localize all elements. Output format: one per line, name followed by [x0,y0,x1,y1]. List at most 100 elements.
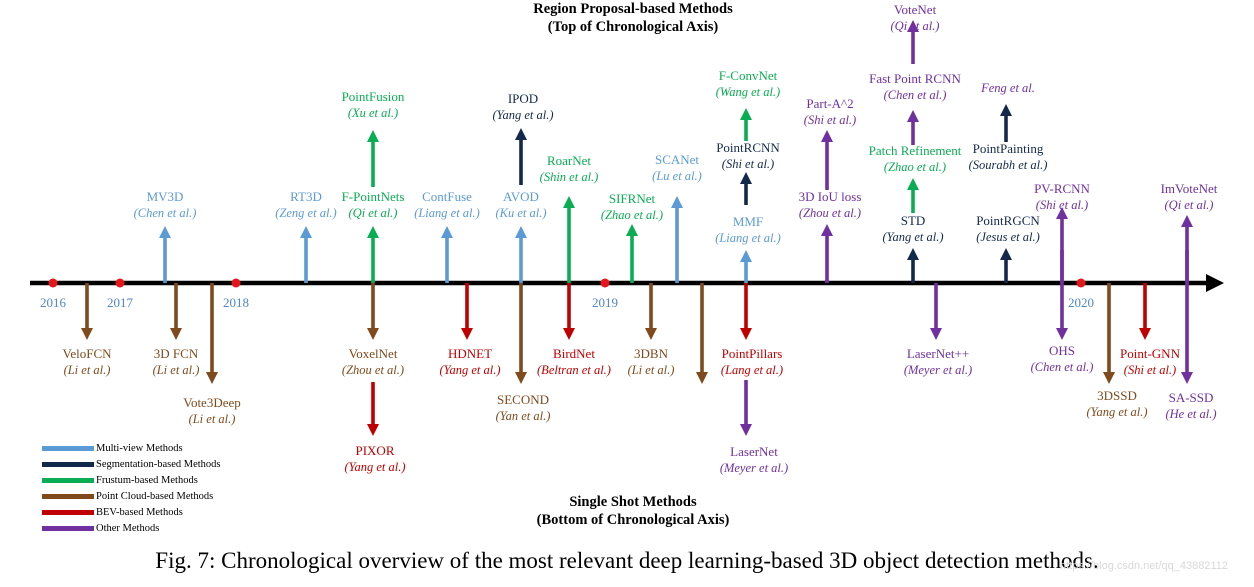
method-name: ImVoteNet [1161,181,1218,196]
year-marker-2020 [1076,278,1086,288]
method-citation: (Chen et al.) [134,206,197,220]
arrow-head [367,424,379,436]
arrow-head [696,372,708,384]
top-method-pv-rcnn: PV-RCNN (Shi et al.) [1034,181,1091,283]
bottom-method-ohs: OHS (Chen et al.) [1031,250,1094,374]
legend-label: Multi-view Methods [96,442,183,454]
legend-label: Segmentation-based Methods [96,458,221,470]
method-name: 3DBN [634,346,669,361]
method-citation: (Yang et al.) [1087,405,1148,419]
top-method-f-pointnets: F-PointNets (Qi et al.) [342,189,405,283]
method-citation: (Jesus et al.) [976,230,1040,244]
method-citation: (Yan et al.) [496,409,551,423]
method-name: VoxelNet [349,346,398,361]
arrow-head [1103,372,1115,384]
year-marker-2018 [231,278,241,288]
method-name: SCANet [655,152,699,167]
method-name: F-ConvNet [719,68,778,83]
bottom-method-hdnet: HDNET (Yang et al.) [440,283,501,377]
arrow-head [1181,215,1193,227]
method-citation: (Lang et al.) [721,363,783,377]
year-label-2018: 2018 [223,295,249,310]
method-citation: (Beltran et al.) [537,363,611,377]
top-method-pointrcnn: PointRCNN (Shi et al.) [716,140,780,205]
bottom-method-pointpillars: PointPillars (Lang et al.) [721,283,783,377]
arrow-head [907,178,919,190]
legend-item-segmentation: Segmentation-based Methods [42,456,221,472]
method-citation: (Wang et al.) [716,85,780,99]
top-header-title: Region Proposal-based Methods [533,1,733,17]
method-citation: (Meyer et al.) [904,363,972,377]
method-name: Fast Point RCNN [869,71,961,86]
top-header-subtitle: (Top of Chronological Axis) [547,19,719,35]
top-method-patch-refinement: Patch Refinement (Zhao et al.) [869,143,962,213]
legend-item-bev: BEV-based Methods [42,504,221,520]
method-citation: (Li et al.) [153,363,200,377]
top-method-imvotenet: ImVoteNet (Qi et al.) [1161,181,1218,283]
legend-label: Other Methods [96,522,160,534]
arrow-head [441,226,453,238]
method-name: VoteNet [894,2,937,17]
legend-swatch [42,509,94,515]
method-citation: Feng et al. [980,81,1035,95]
top-method-pointpainting: PointPainting (Sourabh et al.) [969,104,1047,172]
method-citation: (Shin et al.) [540,170,599,184]
legend-item-pointcloud: Point Cloud-based Methods [42,488,221,504]
bottom-method-birdnet: BirdNet (Beltran et al.) [537,283,611,377]
method-citation: (Yang et al.) [440,363,501,377]
method-citation: (Lu et al.) [652,169,702,183]
method-name: RT3D [290,189,322,204]
bottom-method-velofcn: VeloFCN (Li et al.) [62,283,112,377]
watermark: https://blog.csdn.net/qq_43882112 [1060,560,1228,572]
method-name: Part-A^2 [806,96,853,111]
method-name: F-PointNets [342,189,405,204]
arrow-head [81,328,93,340]
bottom-method-lasernet: LaserNet (Meyer et al.) [720,380,788,475]
top-method-fast-point-rcnn: Fast Point RCNN (Chen et al.) [869,71,961,145]
bottom-method-voxelnet: VoxelNet (Zhou et al.) [342,283,404,377]
bottom-header: Single Shot Methods (Bottom of Chronolog… [450,493,816,529]
method-name: BirdNet [553,346,595,361]
method-name: LaserNet++ [907,346,969,361]
arrow-head [740,250,752,262]
method-citation: (Chen et al.) [884,88,947,102]
method-citation: (Meyer et al.) [720,461,788,475]
arrow-head [821,224,833,236]
year-label-2019: 2019 [592,295,618,310]
top-method-feng-et-al: Feng et al. [980,81,1035,95]
arrow-head [1056,328,1068,340]
year-label-2016: 2016 [40,295,67,310]
method-name: PV-RCNN [1034,181,1090,196]
method-citation: (Shi et al.) [804,113,856,127]
year-label-2020: 2020 [1068,295,1094,310]
top-method-mmf: MMF (Liang et al.) [715,214,781,283]
method-name: PIXOR [355,443,394,458]
arrow-head [461,328,473,340]
top-method-ipod: IPOD (Yang et al.) [493,91,554,185]
arrow-head [1000,248,1012,260]
top-header: Region Proposal-based Methods (Top of Ch… [450,0,816,36]
legend-swatch [42,525,94,531]
arrow-head [740,328,752,340]
method-name: SIFRNet [609,191,656,206]
method-citation: (Chen et al.) [1031,360,1094,374]
method-name: Point-GNN [1120,346,1181,361]
method-citation: (Yang et al.) [493,108,554,122]
method-name: LaserNet [730,444,778,459]
arrow-head [1181,372,1193,384]
method-name: 3D FCN [154,346,199,361]
top-method-part-a-2: Part-A^2 (Shi et al.) [804,96,856,190]
figure-caption: Fig. 7: Chronological overview of the mo… [155,548,1099,573]
arrow-head [740,172,752,184]
method-citation: (Xu et al.) [348,106,398,120]
arrow-head [1139,328,1151,340]
method-name: Patch Refinement [869,143,962,158]
top-method-scanet: SCANet (Lu et al.) [652,152,702,283]
bottom-header-subtitle: (Bottom of Chronological Axis) [536,512,730,528]
top-method-3d-iou-loss: 3D IoU loss (Zhou et al.) [799,189,861,283]
arrow-head [159,226,171,238]
bottom-method-second: SECOND (Yan et al.) [496,283,551,423]
method-citation: (Ku et al.) [495,206,546,220]
method-citation: (Shi et al.) [722,157,774,171]
